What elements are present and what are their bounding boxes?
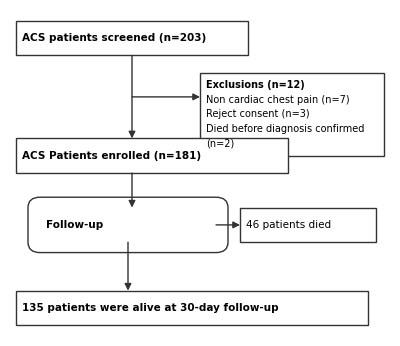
FancyBboxPatch shape: [16, 138, 288, 173]
Text: Died before diagnosis confirmed: Died before diagnosis confirmed: [206, 124, 364, 134]
FancyBboxPatch shape: [16, 21, 248, 55]
Text: 46 patients died: 46 patients died: [246, 220, 331, 230]
FancyBboxPatch shape: [28, 197, 228, 253]
FancyBboxPatch shape: [240, 208, 376, 242]
FancyBboxPatch shape: [200, 73, 384, 156]
Text: Reject consent (n=3): Reject consent (n=3): [206, 109, 310, 119]
Text: (n=2): (n=2): [206, 138, 234, 148]
Text: Non cardiac chest pain (n=7): Non cardiac chest pain (n=7): [206, 95, 350, 104]
Text: 135 patients were alive at 30-day follow-up: 135 patients were alive at 30-day follow…: [22, 303, 279, 313]
FancyBboxPatch shape: [16, 291, 368, 325]
Text: Exclusions (n=12): Exclusions (n=12): [206, 80, 305, 90]
Text: Follow-up: Follow-up: [46, 220, 103, 230]
Text: ACS patients screened (n=203): ACS patients screened (n=203): [22, 33, 206, 43]
Text: ACS Patients enrolled (n=181): ACS Patients enrolled (n=181): [22, 151, 201, 161]
